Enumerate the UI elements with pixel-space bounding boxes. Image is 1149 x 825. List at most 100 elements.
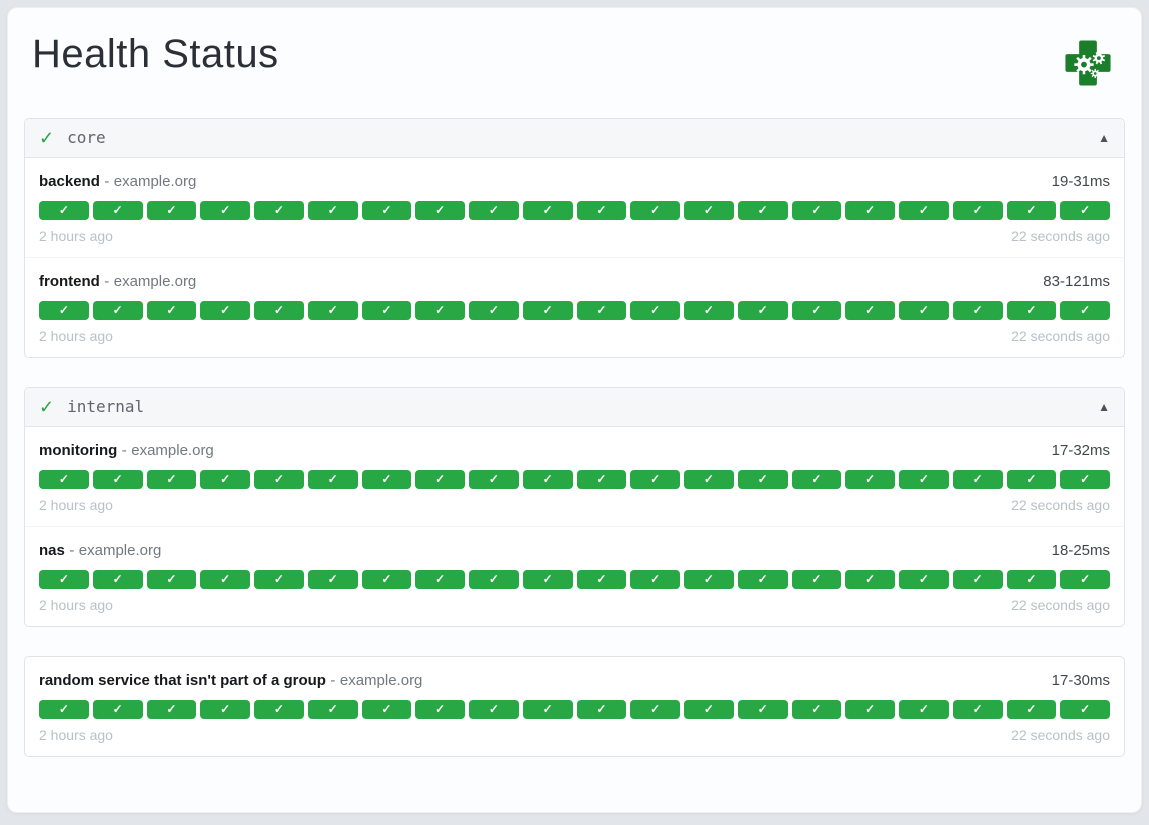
group-header[interactable]: ✓ core ▲ (25, 119, 1124, 158)
status-badge-success[interactable]: ✓ (899, 570, 949, 589)
status-badge-success[interactable]: ✓ (146, 470, 197, 489)
status-badge-success[interactable]: ✓ (737, 470, 788, 489)
status-badge-success[interactable]: ✓ (307, 700, 358, 719)
status-badge-success[interactable]: ✓ (307, 201, 358, 220)
status-badge-success[interactable]: ✓ (254, 470, 304, 489)
status-badge-success[interactable]: ✓ (361, 700, 412, 719)
status-badge-success[interactable]: ✓ (630, 570, 680, 589)
status-badge-success[interactable]: ✓ (92, 570, 143, 589)
status-badge-success[interactable]: ✓ (39, 570, 89, 589)
status-badge-success[interactable]: ✓ (146, 201, 197, 220)
status-badge-success[interactable]: ✓ (845, 570, 895, 589)
status-badge-success[interactable]: ✓ (630, 301, 680, 320)
status-badge-success[interactable]: ✓ (522, 201, 573, 220)
status-badge-success[interactable]: ✓ (899, 700, 949, 719)
status-badge-success[interactable]: ✓ (39, 301, 89, 320)
status-badge-success[interactable]: ✓ (737, 201, 788, 220)
status-badge-success[interactable]: ✓ (469, 700, 519, 719)
status-badge-success[interactable]: ✓ (254, 201, 304, 220)
status-badge-success[interactable]: ✓ (791, 470, 842, 489)
status-badge-success[interactable]: ✓ (92, 301, 143, 320)
status-badge-success[interactable]: ✓ (952, 301, 1003, 320)
status-badge-success[interactable]: ✓ (415, 301, 465, 320)
status-badge-success[interactable]: ✓ (1060, 301, 1110, 320)
status-badge-success[interactable]: ✓ (845, 201, 895, 220)
status-badge-success[interactable]: ✓ (630, 700, 680, 719)
group-header[interactable]: ✓ internal ▲ (25, 388, 1124, 427)
status-badge-success[interactable]: ✓ (845, 470, 895, 489)
status-badge-success[interactable]: ✓ (146, 700, 197, 719)
status-badge-success[interactable]: ✓ (522, 301, 573, 320)
status-badge-success[interactable]: ✓ (899, 301, 949, 320)
status-badge-success[interactable]: ✓ (684, 201, 734, 220)
status-badge-success[interactable]: ✓ (361, 570, 412, 589)
status-badge-success[interactable]: ✓ (146, 301, 197, 320)
status-badge-success[interactable]: ✓ (1060, 201, 1110, 220)
status-badge-success[interactable]: ✓ (92, 470, 143, 489)
status-badge-success[interactable]: ✓ (415, 570, 465, 589)
status-badge-success[interactable]: ✓ (791, 700, 842, 719)
status-badge-success[interactable]: ✓ (845, 700, 895, 719)
status-badge-success[interactable]: ✓ (307, 570, 358, 589)
status-badge-success[interactable]: ✓ (576, 570, 627, 589)
status-badge-success[interactable]: ✓ (307, 301, 358, 320)
status-badge-success[interactable]: ✓ (576, 700, 627, 719)
collapse-arrow-icon[interactable]: ▲ (1098, 400, 1110, 414)
status-badge-success[interactable]: ✓ (576, 470, 627, 489)
status-badge-success[interactable]: ✓ (952, 201, 1003, 220)
status-badge-success[interactable]: ✓ (845, 301, 895, 320)
status-badge-success[interactable]: ✓ (1060, 700, 1110, 719)
collapse-arrow-icon[interactable]: ▲ (1098, 131, 1110, 145)
status-badge-success[interactable]: ✓ (469, 570, 519, 589)
status-badge-success[interactable]: ✓ (791, 570, 842, 589)
status-badge-success[interactable]: ✓ (415, 201, 465, 220)
status-badge-success[interactable]: ✓ (146, 570, 197, 589)
status-badge-success[interactable]: ✓ (361, 301, 412, 320)
status-badge-success[interactable]: ✓ (522, 570, 573, 589)
status-badge-success[interactable]: ✓ (1006, 570, 1057, 589)
status-badge-success[interactable]: ✓ (630, 470, 680, 489)
status-badge-success[interactable]: ✓ (522, 470, 573, 489)
status-badge-success[interactable]: ✓ (415, 700, 465, 719)
status-badge-success[interactable]: ✓ (200, 201, 250, 220)
status-badge-success[interactable]: ✓ (576, 301, 627, 320)
status-badge-success[interactable]: ✓ (522, 700, 573, 719)
status-badge-success[interactable]: ✓ (200, 301, 250, 320)
status-badge-success[interactable]: ✓ (1006, 201, 1057, 220)
status-badge-success[interactable]: ✓ (630, 201, 680, 220)
status-badge-success[interactable]: ✓ (684, 301, 734, 320)
status-badge-success[interactable]: ✓ (361, 470, 412, 489)
status-badge-success[interactable]: ✓ (1006, 301, 1057, 320)
status-badge-success[interactable]: ✓ (684, 700, 734, 719)
status-badge-success[interactable]: ✓ (254, 301, 304, 320)
status-badge-success[interactable]: ✓ (899, 470, 949, 489)
status-badge-success[interactable]: ✓ (200, 570, 250, 589)
status-badge-success[interactable]: ✓ (1060, 470, 1110, 489)
status-badge-success[interactable]: ✓ (469, 301, 519, 320)
status-badge-success[interactable]: ✓ (254, 700, 304, 719)
status-badge-success[interactable]: ✓ (737, 301, 788, 320)
status-badge-success[interactable]: ✓ (737, 700, 788, 719)
status-badge-success[interactable]: ✓ (415, 470, 465, 489)
status-badge-success[interactable]: ✓ (899, 201, 949, 220)
status-badge-success[interactable]: ✓ (952, 700, 1003, 719)
status-badge-success[interactable]: ✓ (737, 570, 788, 589)
status-badge-success[interactable]: ✓ (791, 301, 842, 320)
status-badge-success[interactable]: ✓ (1060, 570, 1110, 589)
status-badge-success[interactable]: ✓ (39, 201, 89, 220)
status-badge-success[interactable]: ✓ (92, 201, 143, 220)
status-badge-success[interactable]: ✓ (952, 470, 1003, 489)
status-badge-success[interactable]: ✓ (39, 470, 89, 489)
status-badge-success[interactable]: ✓ (307, 470, 358, 489)
status-badge-success[interactable]: ✓ (92, 700, 143, 719)
status-badge-success[interactable]: ✓ (39, 700, 89, 719)
status-badge-success[interactable]: ✓ (684, 570, 734, 589)
status-badge-success[interactable]: ✓ (1006, 470, 1057, 489)
status-badge-success[interactable]: ✓ (1006, 700, 1057, 719)
status-badge-success[interactable]: ✓ (952, 570, 1003, 589)
status-badge-success[interactable]: ✓ (576, 201, 627, 220)
status-badge-success[interactable]: ✓ (361, 201, 412, 220)
status-badge-success[interactable]: ✓ (469, 470, 519, 489)
status-badge-success[interactable]: ✓ (684, 470, 734, 489)
status-badge-success[interactable]: ✓ (791, 201, 842, 220)
